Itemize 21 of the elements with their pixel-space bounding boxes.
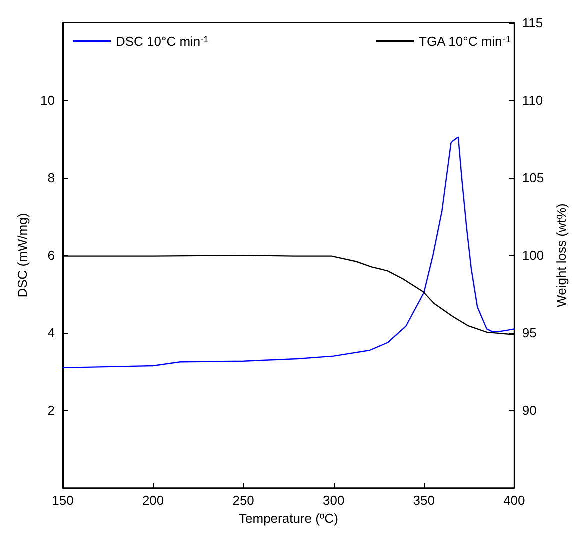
y-tick-label: 8 xyxy=(48,170,55,186)
y2-tick-label: 105 xyxy=(522,170,544,186)
y2-tick-label: 100 xyxy=(522,248,544,264)
x-tick-label: 400 xyxy=(504,493,526,508)
x-tick-label: 350 xyxy=(413,493,435,508)
line-series xyxy=(62,136,516,369)
x-tick-label: 250 xyxy=(232,493,254,508)
x-axis-title: Temperature (ºC) xyxy=(239,511,338,526)
x-tick-label: 150 xyxy=(52,493,74,508)
y-tick-label: 4 xyxy=(48,326,55,341)
x-tick-label: 300 xyxy=(322,493,345,508)
y-tick-label: 6 xyxy=(48,248,55,264)
y2-axis-title: Weight loss (wt%) xyxy=(554,204,569,308)
y2-tick-label: 90 xyxy=(522,403,537,418)
y2-tick-label: 95 xyxy=(522,326,537,341)
y-tick-label: 2 xyxy=(48,403,55,418)
y-axis-title: DSC (mW/mg) xyxy=(15,213,30,298)
x-tick-label: 200 xyxy=(142,493,164,508)
y2-tick-label: 110 xyxy=(522,93,544,108)
y2-tick-label: 115 xyxy=(522,16,544,30)
y-tick-label: 10 xyxy=(40,93,55,108)
